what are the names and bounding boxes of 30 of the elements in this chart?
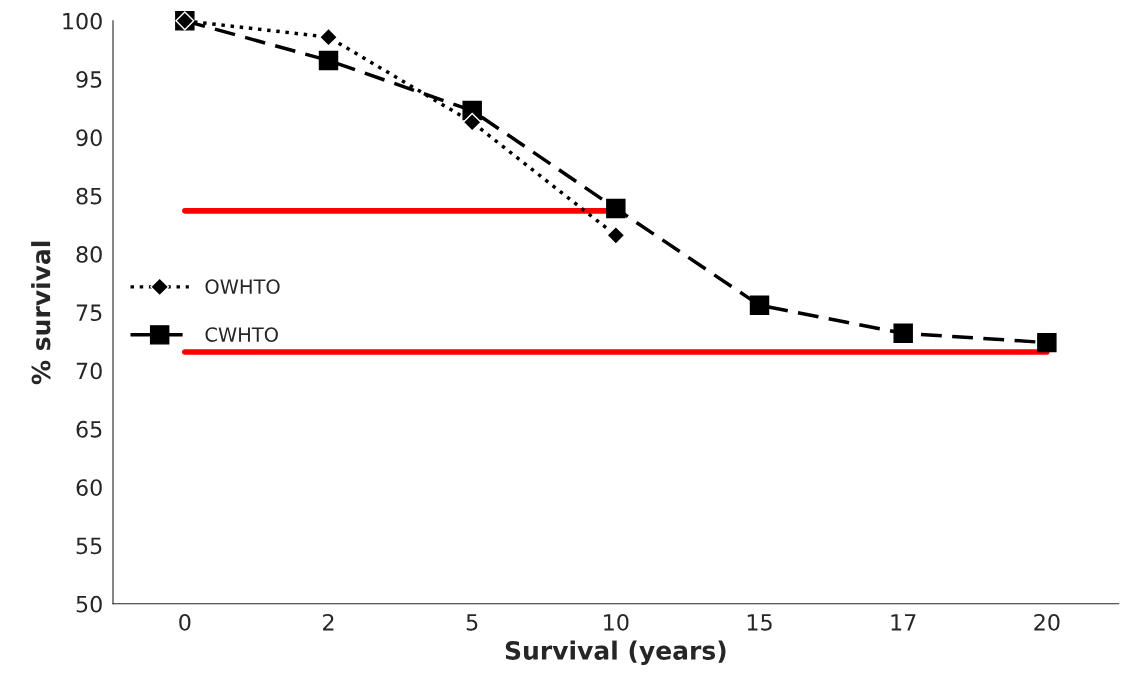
y-tick-label: 85: [76, 187, 102, 205]
y-tick-label: 60: [76, 479, 102, 496]
point: [606, 225, 626, 245]
y-tick-label: 55: [76, 537, 102, 555]
point: [749, 295, 770, 316]
y-tick-label: 95: [76, 71, 102, 88]
x-tick-label: 10: [604, 613, 629, 631]
point: [606, 198, 626, 219]
legend-label: OWHTO: [205, 279, 280, 294]
x-axis-title: Survival (years): [505, 640, 726, 665]
y-tick-label: 70: [76, 362, 102, 380]
y-tick-label: 90: [76, 129, 102, 147]
point: [893, 323, 913, 344]
x-tick-label: 0: [179, 613, 191, 631]
point: [318, 27, 339, 47]
y-tick-label: 50: [76, 595, 102, 613]
point: [462, 112, 482, 132]
y-tick-label: 80: [76, 245, 102, 263]
x-tick-label: 17: [891, 614, 916, 631]
y-tick-label: 100: [63, 12, 102, 30]
y-tick-label: 65: [76, 420, 102, 438]
point: [1037, 332, 1057, 353]
point: [318, 50, 339, 71]
x-tick-label: 2: [323, 613, 334, 631]
x-tick-label: 15: [747, 614, 772, 631]
x-tick-label: 20: [1034, 613, 1060, 631]
y-tick-label: 75: [76, 304, 102, 322]
y-axis-title: % survival: [31, 241, 51, 385]
legend-label: CWHTO: [205, 327, 278, 342]
x-tick-label: 5: [466, 614, 478, 631]
